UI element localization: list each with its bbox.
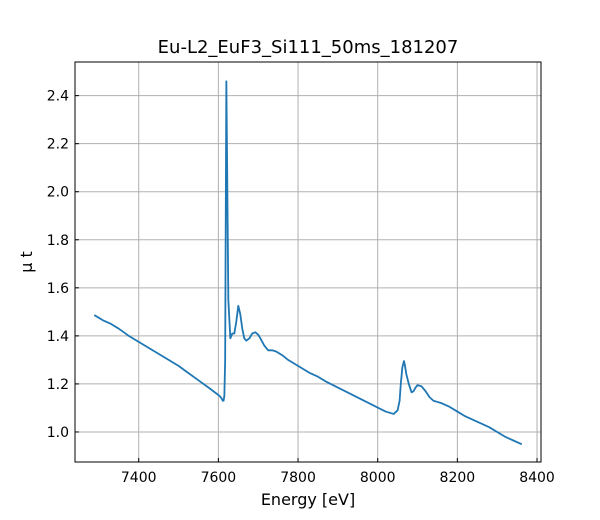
grid-lines [75,62,541,462]
y-tick-label: 2.4 [47,89,69,105]
y-tick-label: 1.8 [47,233,69,249]
y-axis-label: μ t [17,251,36,273]
x-tick-label: 8000 [360,470,396,486]
y-tick-label: 1.2 [47,377,69,393]
series-line-0 [94,80,522,445]
y-tick-label: 2.0 [47,185,69,201]
x-axis-label: Energy [eV] [261,490,355,509]
x-tick-label: 8400 [519,470,555,486]
plot-frame [74,61,542,463]
axis-ticks: 7400 7600 7800 8000 8200 8400 1.0 1.2 1.4 1.6 1.8 2… [47,89,555,486]
chart-title: Eu-L2_EuF3_Si111_50ms_181207 [158,37,459,58]
y-tick-label: 2.2 [47,137,69,153]
x-tick-label: 7400 [121,470,157,486]
y-tick-label: 1.4 [47,329,69,345]
x-tick-label: 7600 [201,470,237,486]
x-tick-label: 7800 [280,470,316,486]
series-layer [94,80,522,445]
y-tick-label: 1.6 [47,281,69,297]
y-tick-label: 1.0 [47,425,69,441]
x-tick-label: 8200 [440,470,476,486]
